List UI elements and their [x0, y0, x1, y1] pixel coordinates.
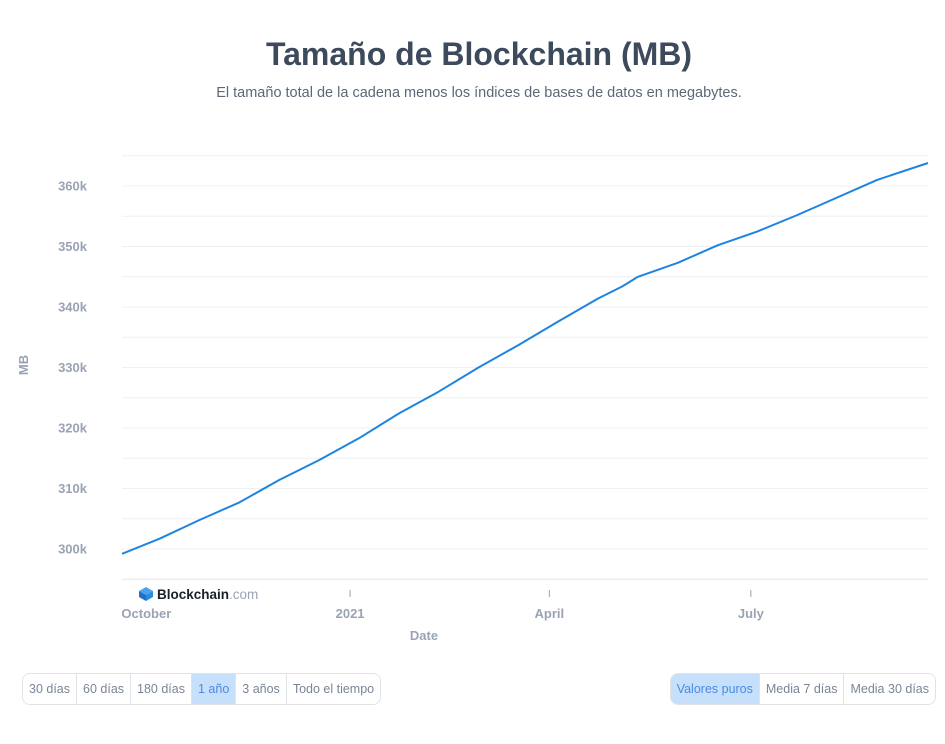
- y-tick-label: 330k: [58, 360, 88, 375]
- gridlines: [122, 155, 928, 580]
- range-button-3[interactable]: 1 año: [192, 674, 237, 704]
- x-tick-label: April: [535, 606, 565, 621]
- y-tick-label: 340k: [58, 300, 88, 315]
- range-button-5[interactable]: Todo el tiempo: [286, 674, 381, 704]
- y-axis-label: MB: [16, 355, 31, 375]
- y-tick-label: 350k: [58, 239, 88, 254]
- smoothing-button-1[interactable]: Media 7 días: [759, 674, 845, 704]
- y-tick-label: 310k: [58, 481, 88, 496]
- logo-brand: Blockchain: [157, 587, 229, 602]
- smoothing-button-2[interactable]: Media 30 días: [844, 674, 935, 704]
- x-tick-label: July: [738, 606, 765, 621]
- series-line-0: [121, 162, 929, 555]
- line-chart: 300k 310k 320k 330k 340k 350k 360k October 2021…: [16, 155, 929, 643]
- blockchain-cube-icon: [139, 587, 153, 601]
- range-button-2[interactable]: 180 días: [131, 674, 192, 704]
- y-axis-ticks: 300k 310k 320k 330k 340k 350k 360k: [58, 179, 88, 557]
- y-tick-label: 320k: [58, 421, 88, 436]
- range-button-0[interactable]: 30 días: [23, 674, 78, 704]
- range-button-1[interactable]: 60 días: [77, 674, 132, 704]
- smoothing-button-0[interactable]: Valores puros: [670, 674, 760, 704]
- chart-subtitle: El tamaño total de la cadena menos los í…: [216, 85, 742, 101]
- chart-title: Tamaño de Blockchain (MB): [265, 36, 693, 72]
- x-axis-ticks: October 2021 April July: [121, 590, 765, 621]
- logo-suffix: .com: [229, 587, 258, 602]
- y-tick-label: 360k: [58, 179, 88, 194]
- range-button-4[interactable]: 3 años: [236, 674, 287, 704]
- series-layer: [121, 162, 929, 555]
- x-tick-label: October: [121, 606, 171, 621]
- x-axis-label: Date: [410, 628, 438, 643]
- time-range-selector: 30 días 60 días 180 días 1 año 3 años Todo el…: [22, 673, 382, 705]
- watermark-logo: Blockchain.com: [139, 587, 258, 602]
- y-tick-label: 300k: [58, 542, 88, 557]
- svg-text:Blockchain.com: Blockchain.com: [157, 587, 258, 602]
- smoothing-selector: Valores puros Media 7 días Media 30 días: [669, 673, 936, 705]
- x-tick-label: 2021: [336, 606, 365, 621]
